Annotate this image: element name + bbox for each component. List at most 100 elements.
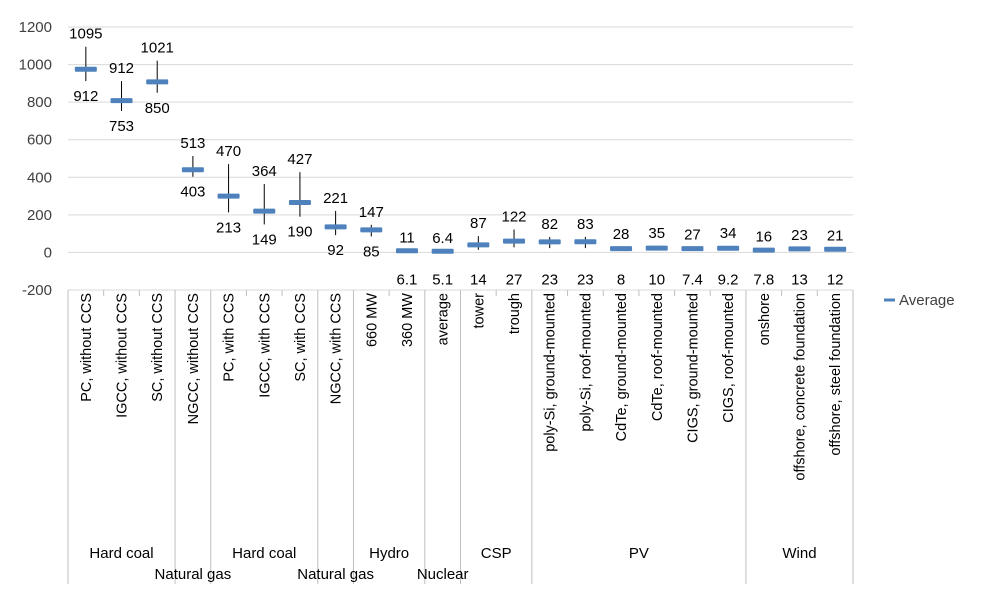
min-label: 213 xyxy=(216,219,241,236)
category-label: PC, with CCS xyxy=(222,293,238,382)
min-label: 12 xyxy=(827,271,844,288)
category-label: IGCC, without CCS xyxy=(115,293,131,418)
category-label: SC, with CCS xyxy=(293,293,309,382)
category-label: onshore xyxy=(757,293,773,345)
category-label: average xyxy=(436,293,452,345)
min-label: 7.8 xyxy=(753,271,774,288)
average-marker xyxy=(217,193,240,199)
max-label: 1021 xyxy=(141,40,174,57)
min-label: 7.4 xyxy=(682,271,703,288)
category-label: PC, without CCS xyxy=(79,293,95,402)
group-label: Hydro xyxy=(369,545,409,562)
max-label: 28 xyxy=(613,226,630,243)
group-label: Hard coal xyxy=(89,545,153,562)
y-tick-label: 600 xyxy=(27,132,52,149)
min-label: 9.2 xyxy=(718,271,739,288)
category-label: NGCC, without CCS xyxy=(186,293,202,424)
average-marker xyxy=(253,208,276,214)
min-label: 92 xyxy=(327,242,344,259)
max-label: 364 xyxy=(252,163,277,180)
max-label: 221 xyxy=(323,190,348,207)
gridlines xyxy=(68,26,853,291)
category-label: trough xyxy=(507,293,523,334)
category-label: poly-Si, roof-mounted xyxy=(578,293,594,432)
legend: Average xyxy=(884,292,955,309)
max-label: 87 xyxy=(470,215,487,232)
min-label: 403 xyxy=(180,184,205,201)
min-label: 149 xyxy=(252,231,277,248)
max-label: 1095 xyxy=(69,26,102,43)
data-marks: 1095912912753102185051340347021336414942… xyxy=(69,26,847,288)
y-tick-label: 800 xyxy=(27,94,52,111)
category-label: offshore, steel foundation xyxy=(828,293,844,456)
category-label: 360 MW xyxy=(400,293,416,347)
average-marker xyxy=(110,98,133,104)
group-label: Wind xyxy=(782,545,816,562)
average-marker xyxy=(431,248,454,254)
category-label: offshore, concrete foundation xyxy=(792,293,808,481)
average-marker xyxy=(574,239,597,245)
max-label: 34 xyxy=(720,225,737,242)
min-label: 27 xyxy=(506,271,523,288)
y-tick-label: 0 xyxy=(44,244,52,261)
y-tick-label: 200 xyxy=(27,207,52,224)
average-marker xyxy=(717,245,740,251)
min-label: 13 xyxy=(791,271,808,288)
category-label: CdTe, ground-mounted xyxy=(614,293,630,441)
max-label: 513 xyxy=(180,135,205,152)
max-label: 82 xyxy=(541,216,558,233)
y-tick-label: 1200 xyxy=(19,19,52,36)
category-label: CdTe, roof-mounted xyxy=(650,293,666,421)
average-marker xyxy=(610,246,633,252)
max-label: 147 xyxy=(359,204,384,221)
group-label: Hard coal xyxy=(232,545,296,562)
group-label: Natural gas xyxy=(155,566,232,583)
category-label: 660 MW xyxy=(364,293,380,347)
category-label: poly-Si, ground-mounted xyxy=(543,293,559,452)
average-marker xyxy=(788,246,811,252)
max-label: 470 xyxy=(216,143,241,160)
average-marker xyxy=(288,199,311,205)
average-marker xyxy=(324,224,347,230)
min-label: 5.1 xyxy=(432,271,453,288)
average-marker xyxy=(360,227,383,233)
max-label: 27 xyxy=(684,226,701,243)
category-label: tower xyxy=(471,293,487,329)
category-label: CIGS, ground-mounted xyxy=(685,293,701,443)
category-label: NGCC, with CCS xyxy=(329,293,345,404)
min-label: 8 xyxy=(617,271,625,288)
max-label: 122 xyxy=(502,209,527,226)
min-label: 85 xyxy=(363,243,380,260)
min-label: 850 xyxy=(145,100,170,117)
max-label: 83 xyxy=(577,216,594,233)
category-label: CIGS, roof-mounted xyxy=(721,293,737,423)
y-tick-label: -200 xyxy=(22,282,52,299)
average-marker xyxy=(395,248,418,254)
max-label: 35 xyxy=(648,225,665,242)
average-marker xyxy=(181,167,204,173)
average-marker xyxy=(467,242,490,248)
max-label: 16 xyxy=(755,228,772,245)
group-label: PV xyxy=(629,545,649,562)
max-label: 6.4 xyxy=(432,230,453,247)
min-label: 10 xyxy=(648,271,665,288)
category-label: SC, without CCS xyxy=(150,293,166,402)
group-label: Natural gas xyxy=(297,566,374,583)
average-marker xyxy=(681,246,704,252)
average-marker xyxy=(503,238,526,244)
min-label: 753 xyxy=(109,118,134,135)
category-axis: PC, without CCS IGCC, without CCS SC, with… xyxy=(67,290,854,584)
average-marker xyxy=(538,239,561,245)
min-label: 23 xyxy=(577,271,594,288)
min-label: 6.1 xyxy=(397,271,418,288)
min-label: 23 xyxy=(541,271,558,288)
y-tick-label: 400 xyxy=(27,169,52,186)
min-label: 14 xyxy=(470,271,487,288)
group-label: CSP xyxy=(481,545,512,562)
group-label: Nuclear xyxy=(417,566,469,583)
max-label: 11 xyxy=(399,229,415,246)
y-tick-label: 1000 xyxy=(19,57,52,74)
y-axis-tick-labels: -200 0 200 400 600 800 1000 1200 xyxy=(19,19,52,299)
max-label: 427 xyxy=(287,151,312,168)
